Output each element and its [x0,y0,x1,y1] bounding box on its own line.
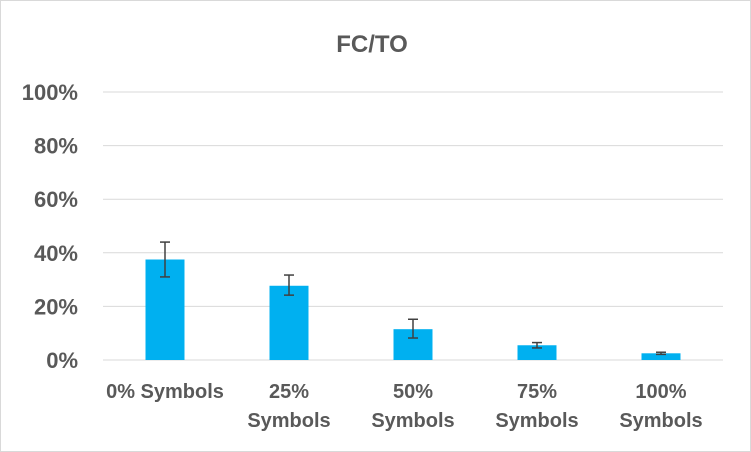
x-axis-ticks: 0% Symbols 25% Symbols 50% Symbols 75% Symbols… [106,381,703,432]
bar [517,345,557,360]
x-tick-label: 75% Symbols [495,381,578,432]
y-tick-label: 20% [34,294,78,319]
y-tick-label: 60% [34,187,78,212]
chart-title: FC/TO [336,31,408,58]
bar [269,285,309,360]
bars [145,259,681,360]
x-tick-label: 25% Symbols [247,381,330,432]
y-axis-ticks: 0% 20% 40% 60% 80% 100% [22,80,78,373]
gridlines [103,91,723,361]
x-tick-label: 100% Symbols [619,381,702,432]
y-tick-label: 0% [46,348,78,373]
x-tick-label: 50% Symbols [371,381,454,432]
y-tick-label: 40% [34,241,78,266]
y-tick-label: 80% [34,134,78,159]
y-tick-label: 100% [22,80,78,105]
bar [641,353,681,360]
x-tick-label: 0% Symbols [106,381,224,403]
error-bars [160,241,666,356]
